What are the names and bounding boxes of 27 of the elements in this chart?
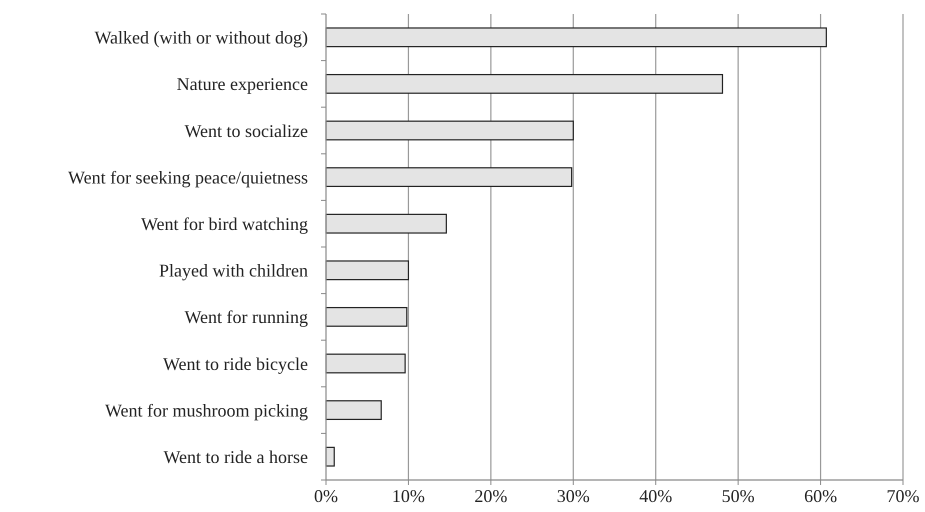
x-tick-label: 20% bbox=[474, 486, 508, 506]
y-tick-label: Went for seeking peace/quietness bbox=[68, 167, 308, 188]
y-tick-label: Went for running bbox=[184, 307, 308, 328]
x-tick-label: 60% bbox=[804, 486, 838, 506]
bar bbox=[325, 354, 406, 374]
y-tick-label: Went for bird watching bbox=[140, 214, 308, 234]
bar bbox=[325, 167, 572, 188]
y-tick-label: Went to ride bicycle bbox=[163, 354, 308, 374]
y-tick-label: Walked (with or without dog) bbox=[94, 28, 308, 48]
y-tick-label: Went to ride a horse bbox=[163, 447, 308, 467]
x-tick-label: 70% bbox=[886, 486, 920, 506]
x-tick-label: 0% bbox=[314, 486, 338, 506]
y-tick-label: Went for mushroom picking bbox=[104, 400, 308, 420]
bar bbox=[325, 400, 382, 420]
y-tick-label: Nature experience bbox=[176, 74, 308, 94]
bar bbox=[325, 27, 827, 48]
bar bbox=[325, 120, 574, 140]
x-tick-label: 50% bbox=[722, 486, 755, 506]
x-tick-label: 10% bbox=[392, 486, 425, 506]
bar bbox=[325, 260, 410, 280]
y-tick-label: Went to socialize bbox=[184, 120, 308, 141]
x-tick-label: 40% bbox=[639, 486, 672, 506]
y-tick-label: Played with children bbox=[159, 260, 308, 281]
x-tick-label: 30% bbox=[556, 486, 590, 506]
bar bbox=[325, 306, 408, 327]
bar bbox=[325, 214, 447, 234]
bar bbox=[325, 74, 724, 94]
